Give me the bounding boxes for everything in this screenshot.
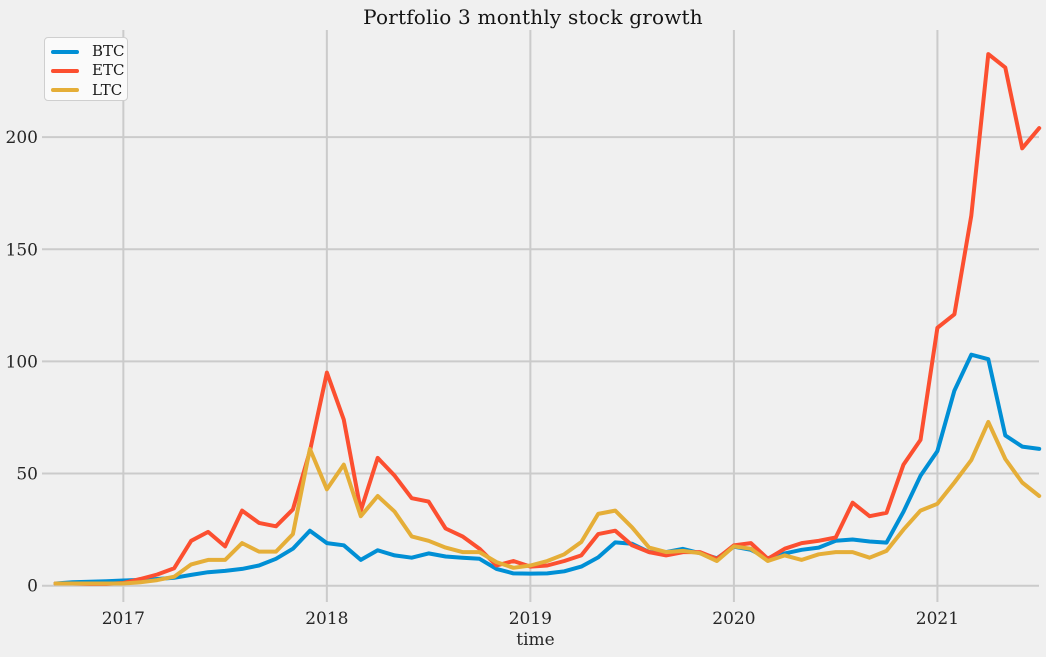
x-tick-label: 2021 bbox=[916, 609, 959, 629]
legend-item-ltc: LTC bbox=[51, 81, 127, 100]
x-tick-label: 2020 bbox=[712, 609, 755, 629]
series-line-etc bbox=[53, 52, 1042, 586]
legend-swatch-btc-line bbox=[51, 49, 79, 54]
legend-swatch-etc-line bbox=[51, 68, 79, 73]
x-tick-label: 2017 bbox=[102, 609, 145, 629]
y-tick-label: 50 bbox=[16, 465, 38, 485]
legend-label-etc: ETC bbox=[92, 61, 125, 80]
legend-item-etc: ETC bbox=[51, 61, 127, 80]
legend-label-btc: BTC bbox=[92, 42, 125, 61]
chart-title: Portfolio 3 monthly stock growth bbox=[363, 5, 703, 29]
series-line-ltc bbox=[53, 420, 1042, 586]
y-tick-label: 0 bbox=[27, 577, 38, 597]
x-axis-label: time bbox=[516, 630, 555, 650]
y-tick-label: 100 bbox=[6, 352, 38, 372]
legend: BTC ETC LTC bbox=[44, 37, 128, 101]
y-tick-label: 150 bbox=[6, 240, 38, 260]
y-tick-label: 200 bbox=[6, 128, 38, 148]
legend-item-btc: BTC bbox=[51, 42, 127, 61]
x-tick-label: 2018 bbox=[305, 609, 348, 629]
legend-label-ltc: LTC bbox=[92, 80, 123, 99]
series-line-btc bbox=[53, 352, 1042, 586]
legend-swatch-ltc-line bbox=[51, 88, 79, 93]
x-tick-label: 2019 bbox=[509, 609, 552, 629]
